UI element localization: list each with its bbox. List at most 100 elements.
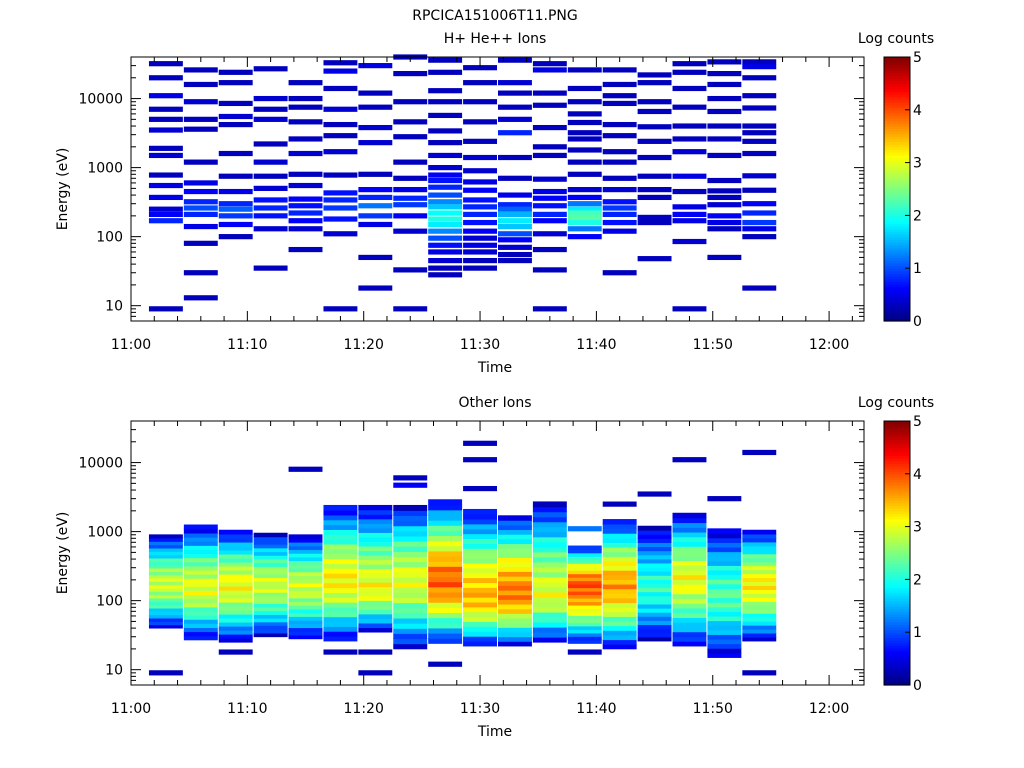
count-bin: [148, 567, 183, 572]
count-bin: [288, 575, 323, 580]
colorbar-segment: [884, 460, 910, 464]
count-bin: [393, 561, 428, 568]
colorbar-segment: [884, 500, 910, 504]
count-bin: [742, 670, 777, 676]
count-bin: [637, 124, 672, 130]
count-bin: [358, 577, 393, 583]
count-bin: [672, 550, 707, 557]
count-bin: [253, 566, 288, 571]
count-bin: [463, 168, 497, 174]
colorbar-segment: [884, 99, 910, 103]
time-column: [323, 60, 358, 312]
count-bin: [183, 180, 218, 186]
count-bin: [463, 552, 497, 559]
colorbar-segment: [884, 648, 910, 652]
count-bin: [463, 572, 497, 579]
count-bin: [463, 508, 497, 515]
colorbar-tick-label: 4: [913, 103, 922, 119]
count-bin: [393, 622, 428, 629]
colorbar-segment: [884, 154, 910, 158]
count-bin: [218, 593, 253, 599]
count-bin: [707, 194, 742, 201]
colorbar-segment: [884, 107, 910, 111]
count-bin: [602, 560, 637, 567]
count-bin: [148, 93, 183, 99]
colorbar-segment: [884, 241, 910, 246]
count-bin: [532, 566, 567, 573]
count-bin: [463, 235, 497, 241]
count-bin: [253, 625, 288, 630]
count-bin: [323, 553, 358, 560]
count-bin: [183, 561, 218, 567]
colorbar-segment: [884, 204, 910, 209]
count-bin: [602, 100, 637, 107]
count-bin: [602, 588, 637, 594]
count-bin: [498, 90, 532, 96]
count-bin: [218, 188, 253, 195]
colorbar-segment: [884, 133, 910, 137]
count-bin: [183, 549, 218, 555]
count-bin: [358, 213, 393, 219]
count-bin: [218, 545, 253, 551]
count-bin: [532, 606, 567, 613]
count-bin: [393, 545, 428, 552]
count-bin: [498, 251, 532, 258]
y-tick-label: 10: [105, 299, 123, 315]
count-bin: [358, 590, 393, 597]
count-bin: [463, 601, 497, 608]
count-bin: [428, 216, 463, 222]
count-bin: [393, 119, 428, 125]
colorbar-segment: [884, 516, 910, 520]
time-column: [498, 515, 532, 647]
colorbar-segment: [884, 513, 910, 517]
colorbar-segment: [884, 141, 910, 145]
count-bin: [637, 194, 672, 201]
count-bin: [253, 197, 288, 203]
count-bin: [358, 285, 393, 291]
colorbar-segment: [884, 542, 910, 546]
count-bin: [323, 563, 358, 569]
count-bin: [498, 175, 532, 181]
count-bin: [567, 622, 602, 627]
colorbar-segment: [884, 215, 910, 219]
count-bin: [463, 513, 497, 520]
count-bin: [498, 244, 532, 250]
count-bin: [218, 625, 253, 631]
colorbar-segment: [884, 502, 910, 507]
count-bin: [323, 534, 358, 540]
count-bin: [672, 123, 707, 129]
count-bin: [602, 211, 637, 217]
count-bin: [742, 589, 777, 594]
colorbar-label: Log counts: [858, 395, 934, 411]
count-bin: [707, 213, 742, 219]
count-bin: [183, 524, 218, 530]
count-bin: [532, 511, 567, 518]
colorbar-tick-label: 4: [913, 467, 922, 483]
count-bin: [742, 285, 777, 291]
colorbar-tick-label: 3: [913, 520, 922, 536]
count-bin: [428, 530, 463, 537]
colorbar-tick-label: 3: [913, 156, 922, 172]
count-bin: [148, 597, 183, 602]
colorbar-segment: [884, 613, 910, 617]
count-bin: [567, 580, 602, 585]
count-bin: [253, 562, 288, 567]
count-bin: [637, 80, 672, 86]
count-bin: [323, 121, 358, 128]
x-axis-label: Time: [477, 724, 512, 740]
count-bin: [637, 607, 672, 613]
count-bin: [637, 636, 672, 642]
count-bin: [253, 543, 288, 549]
count-bin: [428, 519, 463, 526]
count-bin: [183, 586, 218, 592]
count-bin: [532, 211, 567, 217]
count-bin: [288, 182, 323, 189]
count-bin: [428, 524, 463, 531]
count-bin: [183, 536, 218, 542]
count-bin: [393, 581, 428, 588]
colorbar-segment: [884, 210, 910, 214]
count-bin: [463, 606, 497, 613]
count-bin: [288, 586, 323, 591]
count-bin: [218, 613, 253, 619]
count-bin: [148, 106, 183, 112]
